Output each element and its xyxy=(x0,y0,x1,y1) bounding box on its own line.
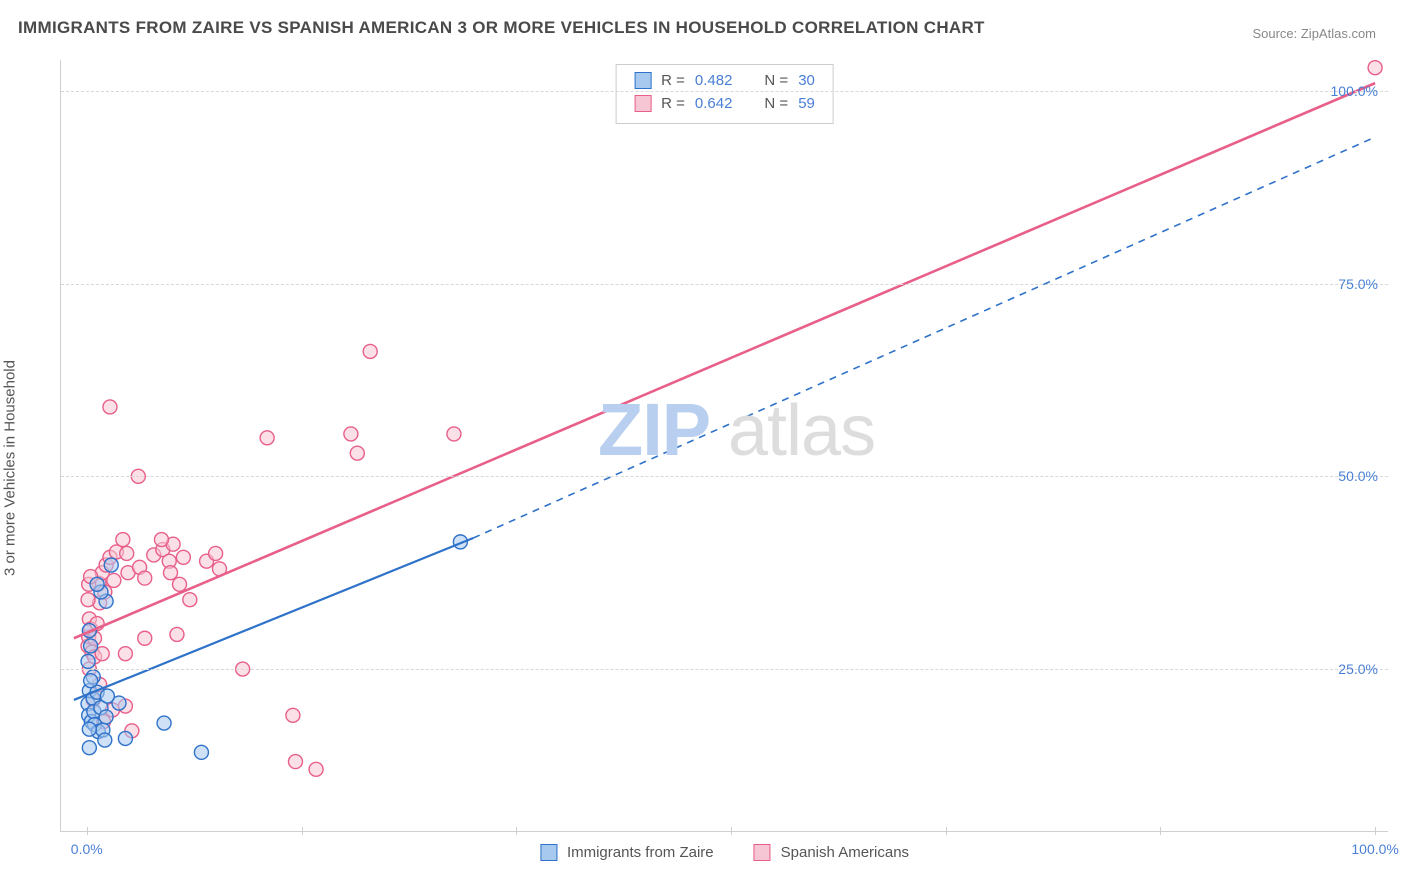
data-point xyxy=(363,344,377,358)
data-point xyxy=(344,427,358,441)
data-point xyxy=(183,593,197,607)
r-value-blue: 0.482 xyxy=(695,69,733,92)
gridline xyxy=(61,669,1388,670)
data-point xyxy=(84,639,98,653)
data-point xyxy=(176,550,190,564)
data-point xyxy=(107,573,121,587)
swatch-blue xyxy=(540,844,557,861)
r-value-pink: 0.642 xyxy=(695,92,733,115)
data-point xyxy=(286,708,300,722)
n-value-pink: 59 xyxy=(798,92,815,115)
stats-row-pink: R = 0.642 N = 59 xyxy=(634,92,815,115)
x-tick xyxy=(731,827,732,835)
data-point xyxy=(138,631,152,645)
data-point xyxy=(118,647,132,661)
data-point xyxy=(260,431,274,445)
data-point xyxy=(157,716,171,730)
data-point xyxy=(82,722,96,736)
y-axis-label: 3 or more Vehicles in Household xyxy=(2,360,19,576)
data-point xyxy=(100,689,114,703)
data-point xyxy=(82,741,96,755)
data-point xyxy=(120,546,134,560)
data-point xyxy=(209,546,223,560)
legend-item-pink: Spanish Americans xyxy=(754,844,909,861)
stats-legend: R = 0.482 N = 30 R = 0.642 N = 59 xyxy=(615,64,834,124)
legend-label-pink: Spanish Americans xyxy=(781,844,909,861)
data-point xyxy=(99,710,113,724)
scatter-plot xyxy=(61,60,1388,831)
r-label: R = xyxy=(661,69,685,92)
x-tick xyxy=(946,827,947,835)
r-label: R = xyxy=(661,92,685,115)
data-point xyxy=(173,577,187,591)
data-point xyxy=(194,745,208,759)
x-tick xyxy=(302,827,303,835)
y-tick-label: 100.0% xyxy=(1331,83,1378,99)
plot-area: ZIP atlas R = 0.482 N = 30 R = 0.642 N =… xyxy=(60,60,1388,832)
x-tick xyxy=(87,827,88,835)
x-tick xyxy=(1160,827,1161,835)
data-point xyxy=(138,571,152,585)
data-point xyxy=(103,400,117,414)
data-point xyxy=(98,733,112,747)
source-attribution: Source: ZipAtlas.com xyxy=(1252,26,1376,41)
data-point xyxy=(81,593,95,607)
data-point xyxy=(104,558,118,572)
n-value-blue: 30 xyxy=(798,69,815,92)
n-label: N = xyxy=(764,69,788,92)
data-point xyxy=(309,762,323,776)
data-point xyxy=(118,731,132,745)
data-point xyxy=(116,533,130,547)
n-label: N = xyxy=(764,92,788,115)
legend-label-blue: Immigrants from Zaire xyxy=(567,844,714,861)
data-point xyxy=(447,427,461,441)
chart-container: 3 or more Vehicles in Household ZIP atla… xyxy=(18,52,1388,884)
x-tick-label: 0.0% xyxy=(71,841,103,857)
trend-line xyxy=(473,137,1375,538)
data-point xyxy=(81,654,95,668)
gridline xyxy=(61,91,1388,92)
series-legend: Immigrants from Zaire Spanish Americans xyxy=(540,844,909,861)
swatch-blue xyxy=(634,72,651,89)
data-point xyxy=(170,627,184,641)
data-point xyxy=(288,755,302,769)
y-tick-label: 75.0% xyxy=(1338,276,1378,292)
swatch-pink xyxy=(754,844,771,861)
swatch-pink xyxy=(634,95,651,112)
gridline xyxy=(61,284,1388,285)
x-tick xyxy=(1375,827,1376,835)
data-point xyxy=(164,566,178,580)
x-tick-label: 100.0% xyxy=(1351,841,1398,857)
data-point xyxy=(84,674,98,688)
chart-title: IMMIGRANTS FROM ZAIRE VS SPANISH AMERICA… xyxy=(18,18,985,38)
y-tick-label: 25.0% xyxy=(1338,661,1378,677)
legend-item-blue: Immigrants from Zaire xyxy=(540,844,714,861)
stats-row-blue: R = 0.482 N = 30 xyxy=(634,69,815,92)
data-point xyxy=(1368,61,1382,75)
data-point xyxy=(154,533,168,547)
gridline xyxy=(61,476,1388,477)
data-point xyxy=(90,577,104,591)
x-tick xyxy=(516,827,517,835)
data-point xyxy=(350,446,364,460)
trend-line xyxy=(74,83,1375,638)
y-tick-label: 50.0% xyxy=(1338,468,1378,484)
